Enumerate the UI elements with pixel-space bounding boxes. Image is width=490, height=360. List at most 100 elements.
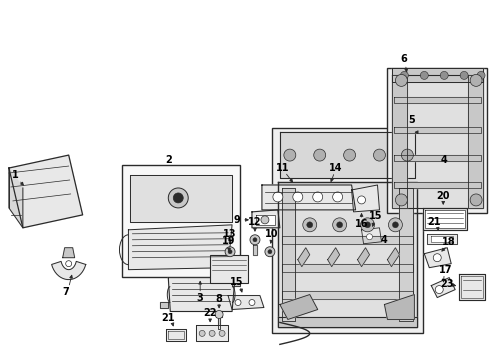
Circle shape	[333, 218, 346, 232]
Text: 1: 1	[12, 170, 18, 180]
Bar	[272, 128, 423, 333]
Text: 4: 4	[441, 155, 447, 165]
Polygon shape	[431, 236, 453, 242]
Text: 7: 7	[62, 287, 69, 297]
Text: 9: 9	[234, 215, 241, 225]
Polygon shape	[385, 294, 415, 319]
Circle shape	[284, 149, 296, 161]
Circle shape	[261, 216, 269, 224]
Polygon shape	[424, 248, 451, 268]
Polygon shape	[160, 302, 168, 307]
Polygon shape	[425, 210, 465, 228]
Circle shape	[250, 235, 260, 245]
Bar	[210, 255, 248, 283]
Polygon shape	[392, 68, 483, 82]
Polygon shape	[278, 318, 417, 328]
Text: 12: 12	[248, 217, 262, 227]
Polygon shape	[362, 228, 382, 244]
Circle shape	[440, 71, 448, 80]
Bar	[122, 165, 240, 276]
Circle shape	[249, 300, 255, 306]
Circle shape	[392, 222, 398, 228]
Circle shape	[209, 330, 215, 336]
Circle shape	[395, 75, 407, 86]
Text: 11: 11	[276, 163, 290, 173]
Circle shape	[470, 75, 482, 86]
Text: 23: 23	[441, 279, 454, 289]
Circle shape	[173, 193, 183, 203]
Polygon shape	[282, 264, 414, 272]
Circle shape	[400, 71, 408, 80]
Text: 21: 21	[427, 217, 441, 227]
Circle shape	[199, 330, 205, 336]
Circle shape	[337, 222, 343, 228]
Text: 14: 14	[329, 163, 343, 173]
Text: 18: 18	[442, 237, 456, 247]
Text: 15: 15	[230, 276, 244, 287]
Polygon shape	[427, 234, 457, 244]
Text: 8: 8	[216, 293, 222, 303]
Polygon shape	[252, 210, 280, 228]
Circle shape	[333, 192, 343, 202]
Polygon shape	[328, 248, 340, 267]
Polygon shape	[282, 291, 414, 298]
Text: 2: 2	[165, 155, 172, 165]
Text: 3: 3	[197, 293, 203, 302]
Circle shape	[314, 149, 326, 161]
Text: 21: 21	[162, 314, 175, 324]
Circle shape	[273, 192, 283, 202]
Polygon shape	[282, 236, 414, 244]
Circle shape	[303, 218, 317, 232]
Circle shape	[265, 247, 275, 257]
Text: 15: 15	[369, 211, 382, 221]
Polygon shape	[51, 261, 86, 280]
Text: 22: 22	[203, 309, 217, 319]
Circle shape	[365, 222, 370, 228]
Circle shape	[307, 222, 313, 228]
Text: 13: 13	[223, 229, 237, 239]
Circle shape	[373, 149, 386, 161]
Polygon shape	[253, 245, 257, 255]
Bar	[388, 68, 487, 213]
Polygon shape	[130, 175, 232, 222]
Circle shape	[66, 261, 72, 267]
Polygon shape	[394, 97, 481, 103]
Text: 10: 10	[265, 229, 279, 239]
Circle shape	[361, 218, 374, 232]
Polygon shape	[468, 75, 483, 208]
Polygon shape	[392, 75, 483, 208]
Polygon shape	[262, 185, 356, 210]
Polygon shape	[392, 75, 407, 208]
Text: 6: 6	[400, 54, 407, 64]
Circle shape	[343, 149, 356, 161]
Polygon shape	[282, 188, 295, 321]
Circle shape	[228, 250, 232, 254]
Polygon shape	[459, 274, 485, 300]
Polygon shape	[394, 127, 481, 133]
Circle shape	[470, 194, 482, 206]
Polygon shape	[280, 294, 318, 319]
Polygon shape	[9, 155, 83, 228]
Text: 4: 4	[381, 235, 388, 245]
Text: 19: 19	[222, 236, 236, 246]
Circle shape	[293, 192, 303, 202]
Text: 20: 20	[437, 191, 450, 201]
Polygon shape	[388, 248, 399, 267]
Polygon shape	[256, 215, 275, 225]
Text: 5: 5	[408, 115, 415, 125]
Polygon shape	[218, 318, 220, 329]
Polygon shape	[280, 132, 416, 178]
Circle shape	[435, 285, 443, 293]
Polygon shape	[394, 182, 481, 188]
Text: 16: 16	[355, 219, 368, 229]
Polygon shape	[278, 182, 417, 328]
Circle shape	[358, 196, 366, 204]
Polygon shape	[431, 278, 455, 298]
Polygon shape	[298, 248, 310, 267]
Polygon shape	[168, 278, 235, 311]
Polygon shape	[196, 325, 228, 341]
Polygon shape	[232, 280, 240, 285]
Polygon shape	[394, 155, 481, 161]
Polygon shape	[352, 185, 379, 212]
Polygon shape	[9, 168, 23, 228]
